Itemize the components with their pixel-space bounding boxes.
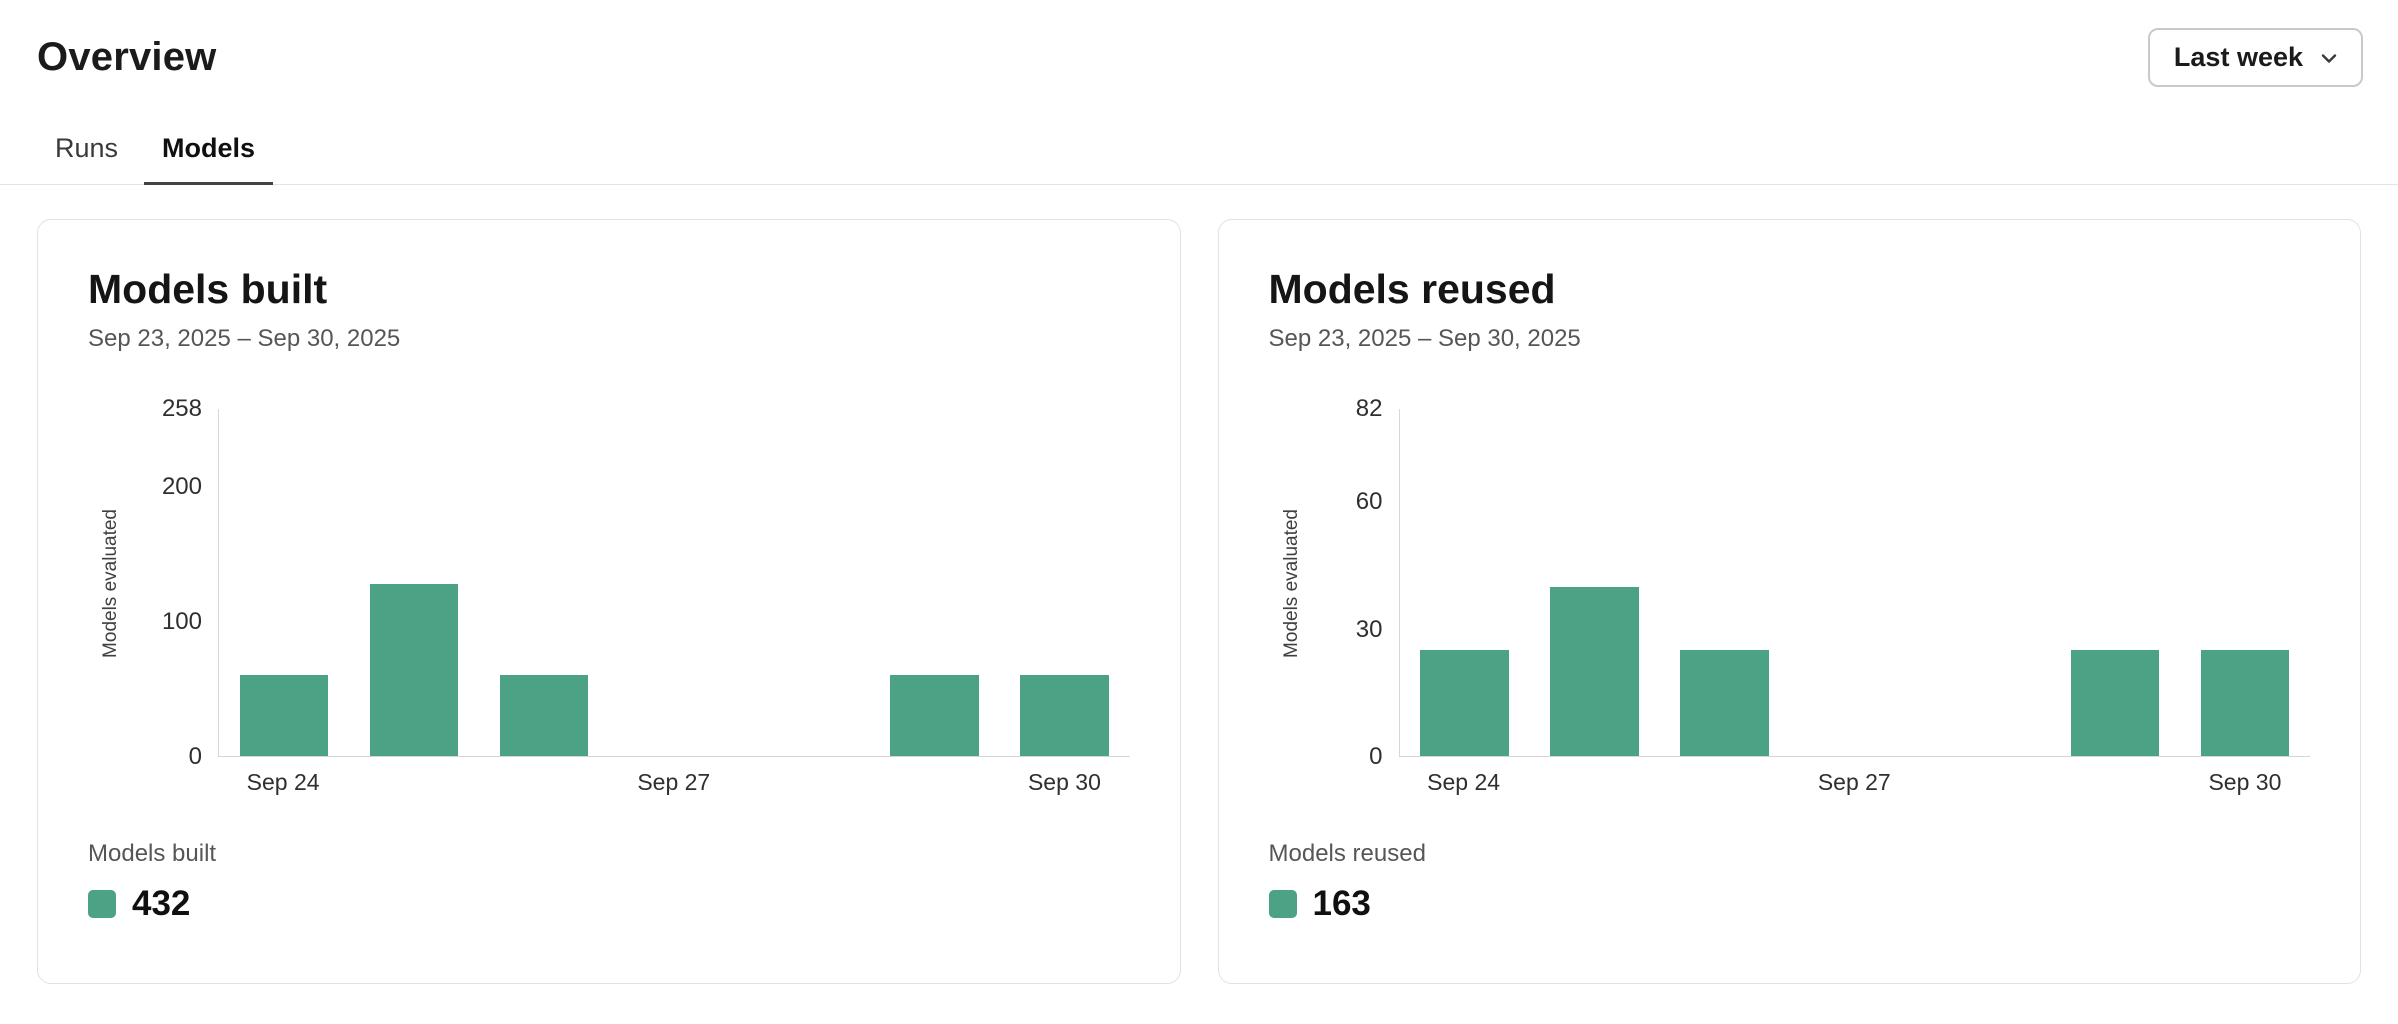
bar-slot bbox=[609, 409, 739, 756]
x-tick-label bbox=[1659, 769, 1789, 796]
y-axis-label: Models evaluated bbox=[1280, 508, 1302, 658]
tab-models[interactable]: Models bbox=[144, 127, 274, 185]
legend: Models reused 163 bbox=[1268, 840, 2311, 924]
card-title: Models reused bbox=[1268, 266, 1556, 312]
bars bbox=[219, 409, 1130, 756]
bar bbox=[2070, 650, 2160, 756]
bar-slot bbox=[219, 409, 349, 756]
y-axis-ticks: 258 200 100 0 bbox=[134, 395, 218, 770]
bar bbox=[239, 675, 329, 756]
y-tick-label: 258 bbox=[161, 395, 202, 422]
y-axis-label-column: Models evaluated bbox=[88, 409, 134, 757]
x-tick-label bbox=[739, 769, 869, 796]
y-axis-ticks: 82 60 30 0 bbox=[1315, 395, 1399, 770]
y-tick-label: 60 bbox=[1355, 488, 1383, 516]
card-date-range: Sep 23, 2025 – Sep 30, 2025 bbox=[88, 325, 401, 352]
y-tick-label: 0 bbox=[1369, 743, 1383, 770]
y-tick-label: 0 bbox=[188, 743, 202, 770]
card-models-built: Models built Sep 23, 2025 – Sep 30, 2025… bbox=[37, 219, 1181, 984]
legend-total: 432 bbox=[132, 884, 191, 923]
y-tick-label: 30 bbox=[1355, 615, 1383, 643]
x-tick-label bbox=[478, 769, 608, 796]
bar-chart-models-built: Models evaluated 258 200 100 0 Sep 24 Sep 27… bbox=[88, 395, 1130, 796]
bar bbox=[369, 583, 459, 756]
bar bbox=[1680, 650, 1769, 756]
card-models-reused: Models reused Sep 23, 2025 – Sep 30, 202… bbox=[1217, 219, 2361, 984]
tab-bar: Runs Models bbox=[0, 127, 2398, 185]
bar bbox=[499, 675, 589, 756]
x-tick-label bbox=[348, 769, 478, 796]
bar-chart-models-reused: Models evaluated 82 60 30 0 Sep 24 Sep 27 Sep… bbox=[1269, 395, 2311, 796]
x-tick-label: Sep 24 bbox=[246, 769, 320, 795]
x-tick-label: Sep 24 bbox=[1427, 769, 1501, 795]
y-tick-label: 200 bbox=[161, 473, 202, 501]
bar-slot bbox=[869, 409, 999, 756]
plot-area bbox=[1398, 409, 2311, 757]
legend-label: Models built bbox=[88, 840, 217, 867]
legend-row: 163 bbox=[1268, 884, 2311, 924]
bar bbox=[890, 675, 979, 756]
date-range-label: Last week bbox=[2173, 42, 2303, 72]
cards-container: Models built Sep 23, 2025 – Sep 30, 2025… bbox=[0, 185, 2398, 984]
tab-runs[interactable]: Runs bbox=[37, 127, 136, 185]
legend-swatch bbox=[1268, 890, 1297, 918]
bar-slot bbox=[1400, 409, 1530, 756]
plot-wrap: Sep 24 Sep 27 Sep 30 bbox=[1398, 409, 2311, 796]
plot-wrap: Sep 24 Sep 27 Sep 30 bbox=[218, 409, 1130, 796]
legend-row: 432 bbox=[88, 884, 1130, 924]
chevron-down-icon bbox=[2317, 46, 2341, 70]
bar-slot bbox=[479, 409, 609, 756]
page-title: Overview bbox=[37, 35, 217, 79]
legend: Models built 432 bbox=[88, 840, 1130, 924]
y-axis-label-column: Models evaluated bbox=[1269, 409, 1315, 757]
bar-slot bbox=[1530, 409, 1660, 756]
date-range-selector[interactable]: Last week bbox=[2147, 28, 2363, 87]
x-axis-ticks: Sep 24 Sep 27 Sep 30 bbox=[1399, 769, 2311, 796]
legend-label: Models reused bbox=[1268, 840, 1426, 867]
bar-slot bbox=[999, 409, 1129, 756]
bar bbox=[1420, 650, 1509, 756]
y-tick-label: 82 bbox=[1355, 395, 1383, 422]
x-tick-label bbox=[1919, 769, 2049, 796]
y-axis-label: Models evaluated bbox=[100, 508, 121, 658]
x-tick-label: Sep 30 bbox=[1027, 769, 1101, 795]
y-tick-label: 100 bbox=[161, 608, 202, 636]
bar-slot bbox=[349, 409, 479, 756]
card-title: Models built bbox=[88, 266, 328, 312]
x-tick-label: Sep 27 bbox=[637, 769, 711, 795]
card-date-range: Sep 23, 2025 – Sep 30, 2025 bbox=[1268, 325, 1581, 352]
bar-slot bbox=[2180, 409, 2310, 756]
bar-slot bbox=[1790, 409, 1920, 756]
bars bbox=[1400, 409, 2311, 756]
bar bbox=[2200, 650, 2290, 756]
bar-slot bbox=[1920, 409, 2050, 756]
x-tick-label: Sep 27 bbox=[1817, 769, 1891, 795]
x-tick-label: Sep 30 bbox=[2208, 769, 2282, 795]
legend-swatch bbox=[88, 890, 116, 918]
x-tick-label bbox=[1529, 769, 1659, 796]
legend-total: 163 bbox=[1312, 884, 1371, 923]
x-tick-label bbox=[2050, 769, 2180, 796]
bar bbox=[1020, 675, 1109, 756]
x-axis-ticks: Sep 24 Sep 27 Sep 30 bbox=[218, 769, 1130, 796]
plot-area bbox=[218, 409, 1130, 757]
x-tick-label bbox=[869, 769, 999, 796]
page-header: Overview Last week bbox=[0, 0, 2398, 87]
bar bbox=[1550, 586, 1639, 756]
bar-slot bbox=[1660, 409, 1790, 756]
bar-slot bbox=[2050, 409, 2180, 756]
bar-slot bbox=[739, 409, 869, 756]
